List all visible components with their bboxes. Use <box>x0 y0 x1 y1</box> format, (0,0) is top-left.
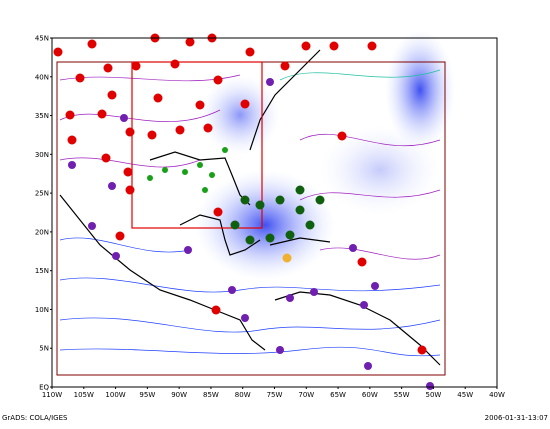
lon-label: 40W <box>489 391 505 399</box>
lat-label: 10N <box>35 306 49 314</box>
lat-label: 45N <box>35 35 49 43</box>
nest-box <box>131 61 263 229</box>
streamlines <box>59 69 441 357</box>
purple-markers <box>68 78 434 390</box>
red-markers <box>53 33 427 355</box>
lon-label: 95W <box>139 391 155 399</box>
lon-label: 105W <box>74 391 94 399</box>
lat-label: EQ <box>39 384 49 392</box>
lon-label: 50W <box>426 391 442 399</box>
lon-label: 110W <box>42 391 62 399</box>
lat-label: 40N <box>35 73 49 81</box>
green-markers <box>147 147 325 245</box>
lon-label: 70W <box>298 391 314 399</box>
lon-label: 55W <box>394 391 410 399</box>
lat-label: 20N <box>35 228 49 236</box>
lon-label: 65W <box>330 391 346 399</box>
lon-label: 100W <box>105 391 125 399</box>
lat-label: 35N <box>35 112 49 120</box>
map-shading <box>195 30 455 280</box>
lon-label: 75W <box>267 391 283 399</box>
lat-label: 5N <box>39 345 49 353</box>
lon-label: 85W <box>203 391 219 399</box>
lon-label: 45W <box>457 391 473 399</box>
lon-label: 60W <box>362 391 378 399</box>
lat-label: 30N <box>35 151 49 159</box>
lat-label: 25N <box>35 190 49 198</box>
footer-right: 2006-01-31-13:07 <box>485 414 548 422</box>
storm-marker <box>282 253 292 263</box>
lat-label: 15N <box>35 267 49 275</box>
lon-label: 80W <box>235 391 251 399</box>
lon-label: 90W <box>171 391 187 399</box>
axis-labels: EQ 5N 10N 15N 20N 25N 30N 35N 40N 45N 110W 105W 100W… <box>35 35 505 400</box>
footer-left: GrADS: COLA/IGES <box>2 414 68 422</box>
